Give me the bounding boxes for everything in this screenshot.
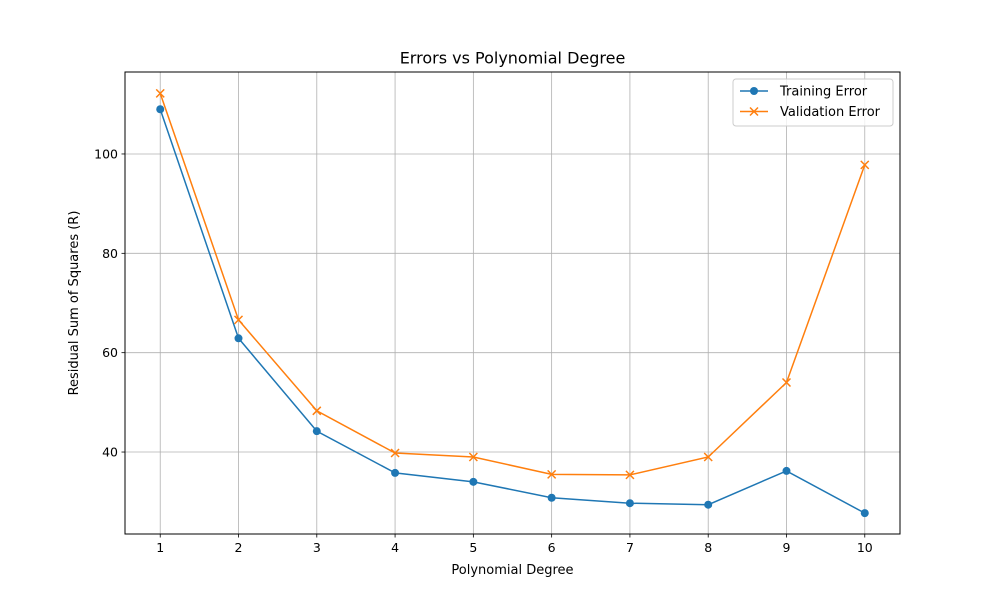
data-point-validation	[625, 470, 635, 480]
data-point-validation	[155, 88, 165, 98]
data-point-training	[547, 493, 556, 502]
series-line-validation	[159, 93, 866, 476]
series-line-training	[159, 109, 866, 514]
x-tick-label: 5	[469, 540, 477, 555]
data-point-validation	[468, 452, 478, 462]
data-point-validation	[312, 406, 322, 416]
x-tick-label: 3	[313, 540, 321, 555]
chart-title: Errors vs Polynomial Degree	[400, 49, 626, 68]
x-tick-label: 8	[704, 540, 712, 555]
data-point-training	[625, 499, 634, 508]
axis-ticks: 1 2 3 4 5 6 7 8 9 10 40 60 80 100	[94, 146, 873, 555]
x-tick-label: 1	[156, 540, 164, 555]
plot-area-frame	[124, 71, 901, 535]
data-point-training	[312, 427, 321, 436]
data-point-training	[156, 105, 165, 114]
data-point-training	[234, 334, 243, 343]
data-point-training	[704, 500, 713, 509]
y-tick-label: 40	[102, 445, 118, 460]
legend-label-training: Training Error	[779, 85, 868, 100]
x-tick-label: 2	[235, 540, 243, 555]
data-point-validation	[547, 469, 557, 479]
data-point-validation	[703, 452, 713, 462]
data-point-training	[860, 509, 869, 518]
series-layer	[155, 88, 870, 518]
legend-box	[732, 78, 894, 127]
data-point-training	[469, 477, 478, 486]
y-axis-title: Residual Sum of Squares (R)	[67, 211, 82, 396]
x-axis-title: Polynomial Degree	[451, 563, 573, 578]
legend-marker-validation	[749, 106, 759, 117]
data-point-validation	[233, 315, 244, 325]
x-tick-label: 10	[857, 540, 873, 555]
x-tick-label: 9	[783, 540, 791, 555]
data-point-validation	[390, 448, 400, 458]
x-tick-label: 7	[626, 540, 634, 555]
legend: Training Error Validation Error	[732, 78, 894, 127]
data-point-training	[782, 466, 791, 475]
data-point-validation	[781, 377, 792, 388]
y-tick-label: 100	[94, 146, 118, 161]
data-point-validation	[860, 160, 870, 170]
legend-label-validation: Validation Error	[780, 105, 881, 120]
data-point-training	[391, 468, 400, 477]
y-tick-label: 80	[102, 246, 118, 261]
x-tick-label: 6	[548, 540, 556, 555]
legend-marker-training	[750, 87, 758, 95]
x-tick-label: 4	[391, 540, 399, 555]
grid-lines	[125, 72, 900, 534]
y-tick-label: 60	[102, 345, 118, 360]
